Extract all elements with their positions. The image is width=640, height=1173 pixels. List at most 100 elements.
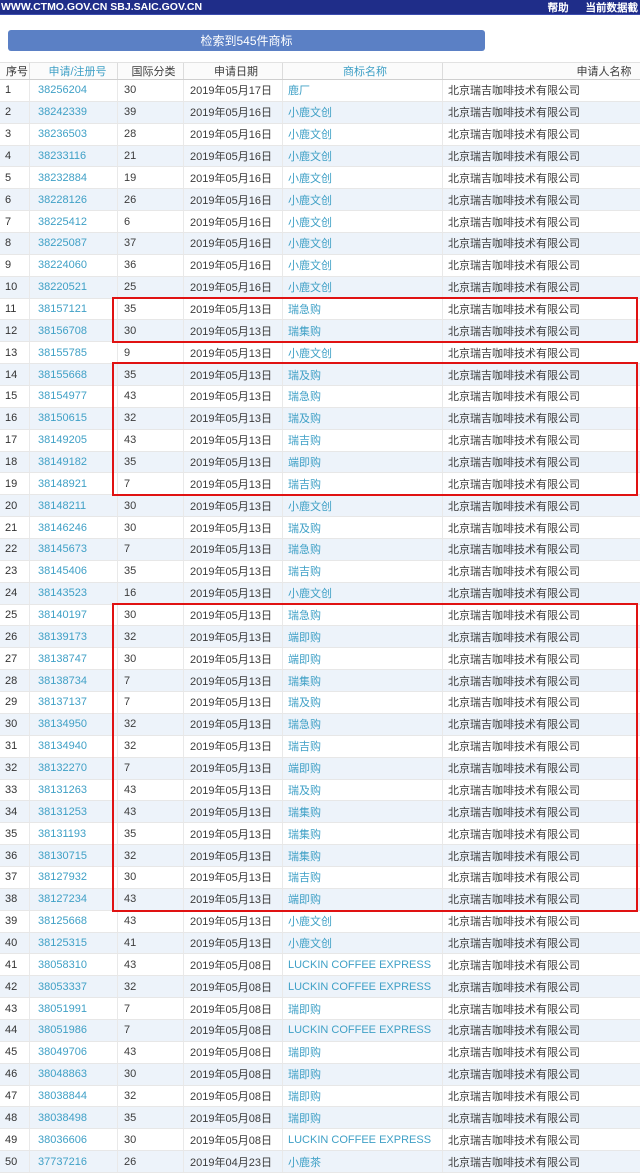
application-number-link[interactable]: 38049706 [30, 1041, 118, 1063]
site-domain-links[interactable]: WWW.CTMO.GOV.CN SBJ.SAIC.GOV.CN [1, 1, 203, 13]
trademark-name-link[interactable]: 小鹿文创 [283, 233, 443, 254]
application-number-link[interactable]: 38036606 [30, 1129, 118, 1151]
application-number-link[interactable]: 38157121 [30, 298, 118, 320]
trademark-name-link[interactable]: LUCKIN COFFEE EXPRESS [283, 1129, 443, 1151]
application-number-link[interactable]: 38236503 [30, 123, 118, 145]
trademark-name-link[interactable]: 小鹿文创 [283, 101, 443, 123]
trademark-name-link[interactable]: LUCKIN COFFEE EXPRESS [283, 1019, 443, 1041]
trademark-name-link[interactable]: 瑞急购 [283, 539, 443, 560]
trademark-name-link[interactable]: 瑞吉购 [283, 560, 443, 582]
application-number-link[interactable]: 38155785 [30, 342, 118, 364]
trademark-name-link[interactable]: 瑞急购 [283, 386, 443, 407]
trademark-name-link[interactable]: 鹿厂 [283, 80, 443, 101]
application-number-link[interactable]: 38232884 [30, 167, 118, 189]
trademark-name-link[interactable]: 小鹿文创 [283, 495, 443, 517]
trademark-name-link[interactable]: 小鹿文创 [283, 582, 443, 604]
application-number-link[interactable]: 38131263 [30, 779, 118, 801]
trademark-name-link[interactable]: 小鹿文创 [283, 211, 443, 233]
trademark-name-link[interactable]: 瑞吉购 [283, 429, 443, 451]
trademark-name-link[interactable]: 端即购 [283, 648, 443, 670]
trademark-name-link[interactable]: LUCKIN COFFEE EXPRESS [283, 976, 443, 998]
application-number-link[interactable]: 38138747 [30, 648, 118, 670]
application-number-link[interactable]: 38220521 [30, 276, 118, 298]
application-number-link[interactable]: 38134940 [30, 735, 118, 757]
trademark-name-link[interactable]: 瑞集购 [283, 670, 443, 692]
application-number-link[interactable]: 38130715 [30, 845, 118, 866]
trademark-name-link[interactable]: 瑞即购 [283, 1107, 443, 1129]
trademark-name-link[interactable]: 端即购 [283, 888, 443, 910]
trademark-name-link[interactable]: 小鹿文创 [283, 123, 443, 145]
application-number-link[interactable]: 38150615 [30, 407, 118, 429]
trademark-name-link[interactable]: 小鹿茶 [283, 1151, 443, 1172]
trademark-name-link[interactable]: 瑞即购 [283, 1041, 443, 1063]
trademark-name-link[interactable]: 小鹿文创 [283, 254, 443, 276]
application-number-link[interactable]: 38228126 [30, 189, 118, 211]
trademark-name-link[interactable]: 小鹿文创 [283, 276, 443, 298]
application-number-link[interactable]: 38143523 [30, 582, 118, 604]
application-number-link[interactable]: 38225087 [30, 233, 118, 254]
application-number-link[interactable]: 38053337 [30, 976, 118, 998]
trademark-name-link[interactable]: 小鹿文创 [283, 932, 443, 954]
trademark-name-link[interactable]: 瑞集购 [283, 801, 443, 823]
application-number-link[interactable]: 38148211 [30, 495, 118, 517]
trademark-name-link[interactable]: 小鹿文创 [283, 342, 443, 364]
application-number-link[interactable]: 38140197 [30, 604, 118, 626]
application-number-link[interactable]: 38233116 [30, 145, 118, 167]
application-number-link[interactable]: 38127234 [30, 888, 118, 910]
application-number-link[interactable]: 37737216 [30, 1151, 118, 1172]
application-number-link[interactable]: 38146246 [30, 517, 118, 539]
application-number-link[interactable]: 38148921 [30, 473, 118, 495]
application-number-link[interactable]: 38242339 [30, 101, 118, 123]
application-number-link[interactable]: 38058310 [30, 954, 118, 976]
trademark-name-link[interactable]: 小鹿文创 [283, 167, 443, 189]
trademark-name-link[interactable]: 瑞及购 [283, 779, 443, 801]
trademark-name-link[interactable]: 瑞即购 [283, 1085, 443, 1107]
application-number-link[interactable]: 38145673 [30, 539, 118, 560]
trademark-name-link[interactable]: 瑞及购 [283, 692, 443, 713]
trademark-name-link[interactable]: 瑞吉购 [283, 735, 443, 757]
trademark-name-link[interactable]: 瑞吉购 [283, 473, 443, 495]
trademark-name-link[interactable]: LUCKIN COFFEE EXPRESS [283, 954, 443, 976]
application-number-link[interactable]: 38149205 [30, 429, 118, 451]
trademark-name-link[interactable]: 瑞及购 [283, 517, 443, 539]
application-number-link[interactable]: 38131253 [30, 801, 118, 823]
trademark-name-link[interactable]: 小鹿文创 [283, 910, 443, 932]
trademark-name-link[interactable]: 端即购 [283, 451, 443, 473]
application-number-link[interactable]: 38131193 [30, 823, 118, 845]
application-number-link[interactable]: 38038498 [30, 1107, 118, 1129]
application-number-link[interactable]: 38155668 [30, 364, 118, 386]
application-number-link[interactable]: 38134950 [30, 713, 118, 735]
trademark-name-link[interactable]: 瑞急购 [283, 604, 443, 626]
application-number-link[interactable]: 38154977 [30, 386, 118, 407]
application-number-link[interactable]: 38051991 [30, 998, 118, 1019]
application-number-link[interactable]: 38132270 [30, 757, 118, 779]
application-number-link[interactable]: 38225412 [30, 211, 118, 233]
trademark-name-link[interactable]: 瑞即购 [283, 998, 443, 1019]
application-number-link[interactable]: 38256204 [30, 80, 118, 101]
application-number-link[interactable]: 38125315 [30, 932, 118, 954]
trademark-name-link[interactable]: 瑞集购 [283, 845, 443, 866]
application-number-link[interactable]: 38051986 [30, 1019, 118, 1041]
application-number-link[interactable]: 38048863 [30, 1063, 118, 1085]
trademark-name-link[interactable]: 端即购 [283, 757, 443, 779]
application-number-link[interactable]: 38149182 [30, 451, 118, 473]
trademark-name-link[interactable]: 瑞集购 [283, 320, 443, 342]
trademark-name-link[interactable]: 小鹿文创 [283, 189, 443, 211]
trademark-name-link[interactable]: 瑞集购 [283, 823, 443, 845]
trademark-name-link[interactable]: 瑞及购 [283, 407, 443, 429]
application-number-link[interactable]: 38145406 [30, 560, 118, 582]
trademark-name-link[interactable]: 端即购 [283, 626, 443, 648]
application-number-link[interactable]: 38139173 [30, 626, 118, 648]
application-number-link[interactable]: 38156708 [30, 320, 118, 342]
trademark-name-link[interactable]: 瑞急购 [283, 298, 443, 320]
application-number-link[interactable]: 38125668 [30, 910, 118, 932]
trademark-name-link[interactable]: 瑞急购 [283, 713, 443, 735]
trademark-name-link[interactable]: 瑞吉购 [283, 866, 443, 888]
application-number-link[interactable]: 38127932 [30, 866, 118, 888]
application-number-link[interactable]: 38224060 [30, 254, 118, 276]
trademark-name-link[interactable]: 小鹿文创 [283, 145, 443, 167]
trademark-name-link[interactable]: 瑞及购 [283, 364, 443, 386]
application-number-link[interactable]: 38138734 [30, 670, 118, 692]
application-number-link[interactable]: 38137137 [30, 692, 118, 713]
help-link[interactable]: 帮助 [547, 1, 569, 14]
